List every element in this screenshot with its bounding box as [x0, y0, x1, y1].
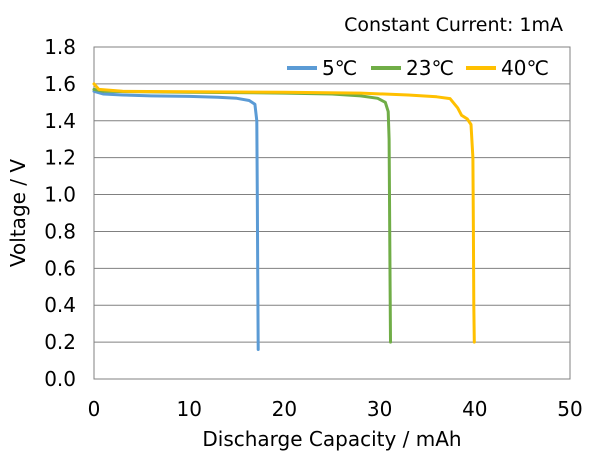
y-tick-label: 1.6	[44, 72, 76, 96]
legend-label-3: 40℃	[501, 56, 549, 80]
y-tick-label: 1.4	[44, 109, 76, 133]
chart-annotation: Constant Current: 1mA	[344, 14, 563, 36]
legend-label-1: 5℃	[322, 56, 357, 80]
y-axis-ticks: 0.0 0.2 0.4 0.6 0.8 1.0 1.2 1.4 1.6 1.8	[44, 35, 76, 391]
plot-frame	[93, 46, 571, 380]
x-tick-label: 50	[557, 397, 582, 421]
x-tick-label: 0	[88, 397, 101, 421]
x-tick-label: 40	[462, 397, 487, 421]
y-tick-label: 1.2	[44, 146, 76, 170]
y-tick-label: 1.0	[44, 183, 76, 207]
y-tick-label: 0.0	[44, 367, 76, 391]
x-axis-title: Discharge Capacity / mAh	[202, 427, 461, 451]
x-tick-label: 10	[176, 397, 201, 421]
y-tick-label: 0.6	[44, 256, 76, 280]
x-tick-label: 30	[367, 397, 392, 421]
y-axis-title: Voltage / V	[6, 159, 30, 267]
data-series	[92, 82, 476, 351]
x-tick-label: 20	[272, 397, 297, 421]
x-axis-ticks: 0 10 20 30 40 50	[88, 397, 583, 421]
series-line-3	[92, 82, 476, 344]
y-tick-label: 0.8	[44, 219, 76, 243]
y-tick-label: 0.4	[44, 293, 76, 317]
gridlines	[94, 83, 570, 343]
y-tick-label: 0.2	[44, 330, 76, 354]
series-line-1	[92, 89, 260, 351]
legend-label-2: 23℃	[406, 56, 454, 80]
y-tick-label: 1.8	[44, 35, 76, 59]
series-line-2	[92, 87, 392, 344]
legend: 5℃ 23℃ 40℃	[287, 56, 549, 80]
